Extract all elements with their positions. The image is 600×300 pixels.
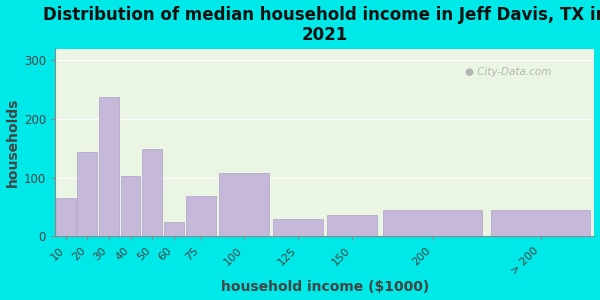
Bar <box>327 214 377 236</box>
Bar <box>383 210 482 236</box>
Bar <box>219 173 269 236</box>
Bar <box>142 149 162 236</box>
Y-axis label: households: households <box>5 98 20 187</box>
Bar <box>121 176 140 236</box>
Bar <box>273 219 323 236</box>
Bar <box>491 210 590 236</box>
Title: Distribution of median household income in Jeff Davis, TX in
2021: Distribution of median household income … <box>43 6 600 44</box>
Bar <box>56 198 76 236</box>
Bar <box>99 97 119 236</box>
Bar <box>77 152 97 236</box>
Bar <box>186 196 215 236</box>
Bar <box>164 222 184 236</box>
Text: ● City-Data.com: ● City-Data.com <box>465 68 551 77</box>
X-axis label: household income ($1000): household income ($1000) <box>221 280 429 294</box>
